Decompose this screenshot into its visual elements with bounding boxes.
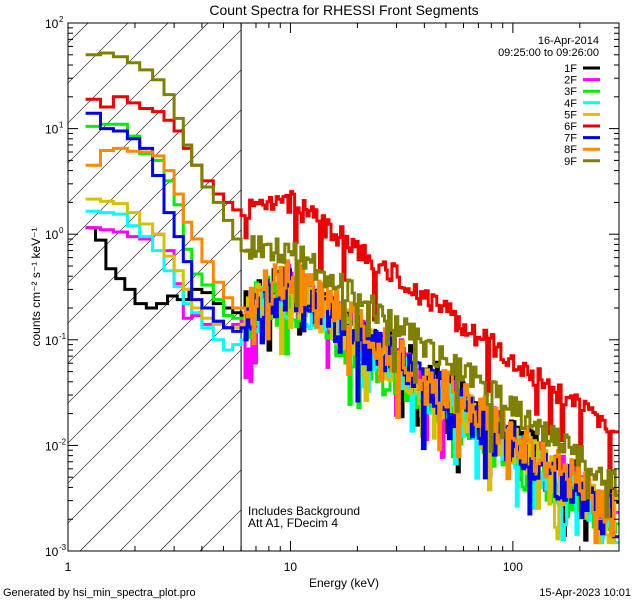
hatch-line: [68, 149, 242, 324]
y-tick-label: 10: [45, 439, 59, 453]
y-tick-exponent: -3: [59, 543, 67, 552]
legend-label-8F: 8F: [564, 144, 577, 156]
hatch-line: [68, 23, 209, 164]
legend-label-4F: 4F: [564, 98, 577, 110]
hatch-line: [600, 23, 640, 551]
hatch-line: [68, 69, 242, 244]
x-axis-label: Energy (keV): [309, 576, 379, 590]
legend-date: 16-Apr-2014: [538, 35, 599, 47]
x-tick-label: 1: [65, 560, 72, 574]
hatch-line: [68, 349, 242, 524]
annotation-background: Includes Background: [248, 504, 360, 518]
annotation-attenuator: Att A1, FDecim 4: [248, 516, 338, 530]
footer-generated-by: Generated by hsi_min_spectra_plot.pro: [3, 587, 196, 599]
y-tick-label: 10: [45, 334, 59, 348]
legend-label-9F: 9F: [564, 156, 577, 168]
legend-label-6F: 6F: [564, 121, 577, 133]
legend-label-1F: 1F: [564, 63, 577, 75]
x-tick-label: 10: [284, 560, 298, 574]
x-tick-label: 100: [503, 560, 523, 574]
legend-label-2F: 2F: [564, 75, 577, 87]
plot-frame: [67, 22, 620, 552]
hatch-line: [119, 429, 242, 551]
footer-timestamp: 15-Apr-2023 10:01: [539, 587, 631, 599]
legend-label-7F: 7F: [564, 133, 577, 145]
hatch-line: [68, 23, 89, 44]
legend-label-5F: 5F: [564, 109, 577, 121]
y-tick-exponent: 1: [59, 121, 64, 130]
y-tick-exponent: -2: [59, 437, 67, 446]
series-line-7F: [85, 111, 619, 539]
series-lines: [85, 51, 619, 545]
y-tick-exponent: 2: [59, 15, 64, 24]
hatch-line: [68, 189, 242, 364]
hatch-line: [79, 389, 242, 551]
y-tick-exponent: -1: [59, 332, 67, 341]
legend-time-range: 09:25:00 to 09:26:00: [498, 47, 599, 59]
axis-ticks: [67, 23, 620, 552]
y-axis-label: counts cm⁻² s⁻¹ keV⁻¹: [29, 227, 43, 346]
series-line-8F: [85, 146, 619, 545]
y-tick-label: 10: [45, 17, 59, 31]
y-tick-label: 10: [45, 545, 59, 559]
legend-label-3F: 3F: [564, 86, 577, 98]
hatch-line: [68, 23, 129, 84]
chart-title: Count Spectra for RHESSI Front Segments: [209, 2, 478, 18]
hatch-line: [0, 23, 8, 551]
hatch-line: [68, 23, 169, 124]
hatch-line: [68, 309, 242, 484]
x-tick-labels: 1 10 100: [65, 560, 524, 574]
series-line-9F: [85, 51, 619, 519]
y-tick-exponent: 0: [59, 226, 64, 235]
y-tick-label: 10: [45, 123, 59, 137]
y-tick-label: 10: [45, 228, 59, 242]
hatch-line: [68, 109, 242, 284]
series-line-6F: [85, 95, 619, 474]
